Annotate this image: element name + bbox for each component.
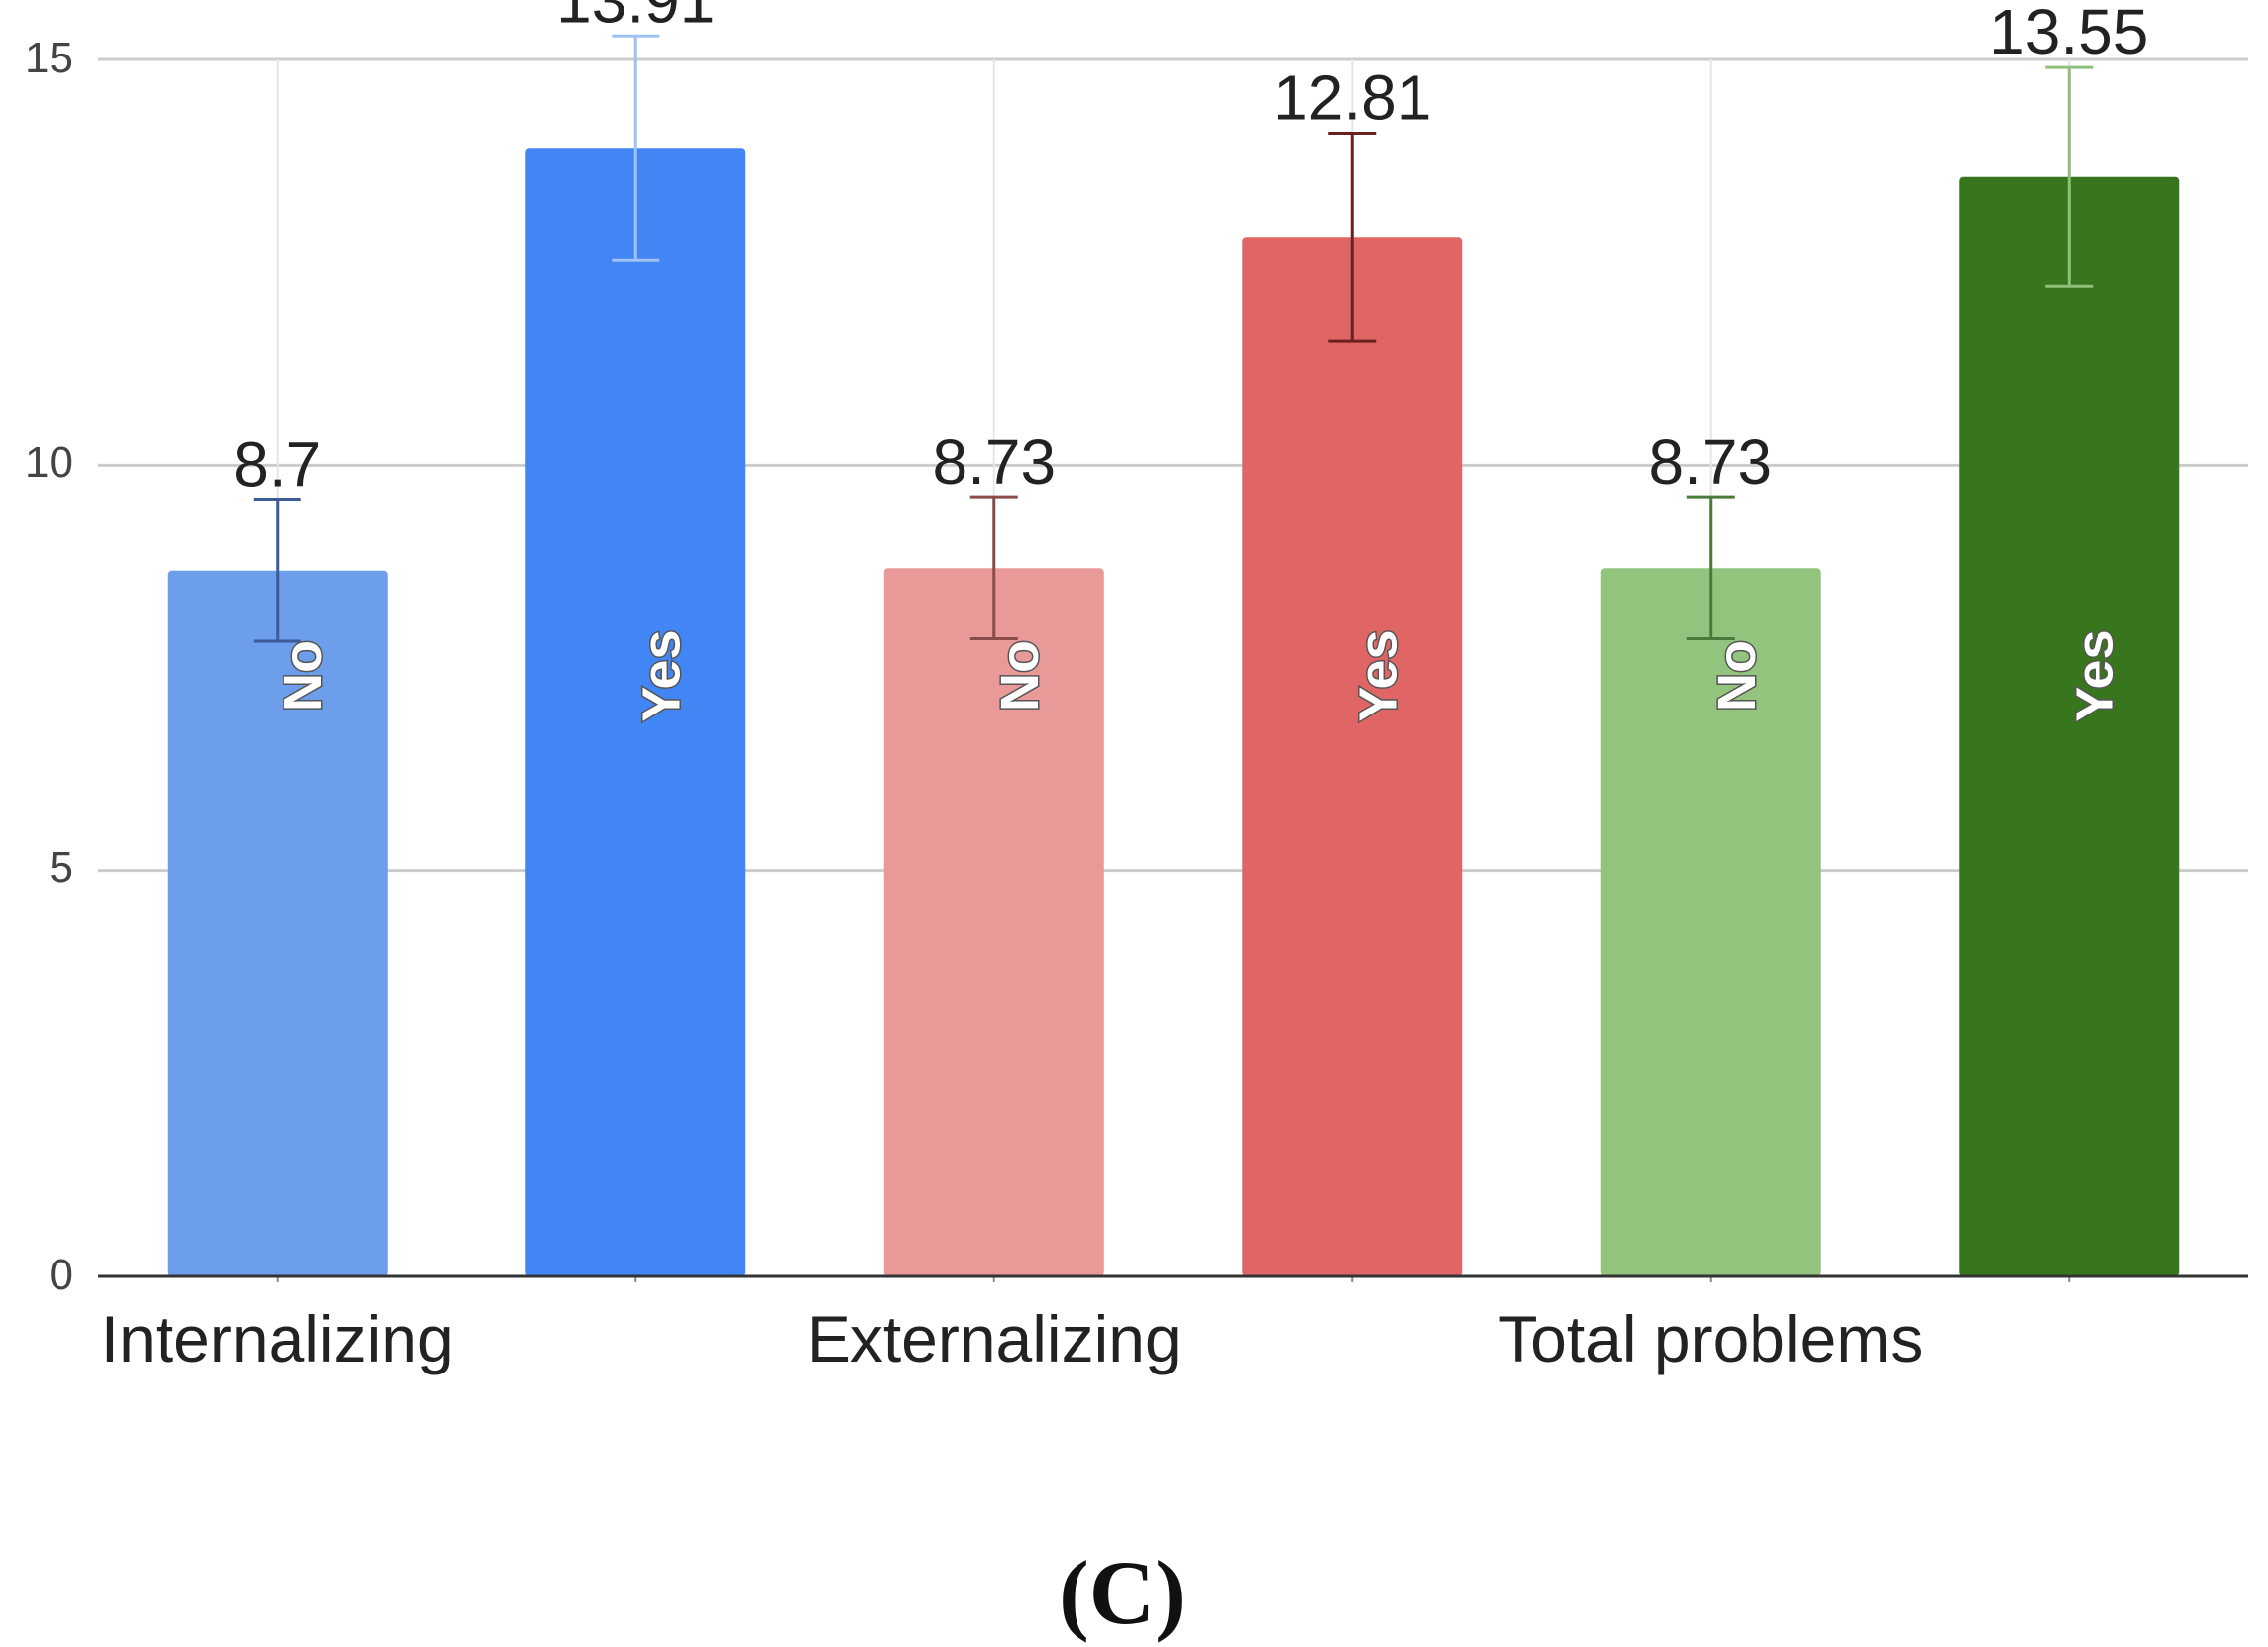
- bar-no: [883, 568, 1104, 1276]
- data-label: 13.91: [556, 0, 715, 36]
- bar-label: No: [274, 640, 333, 712]
- data-label: 13.55: [1989, 0, 2148, 67]
- y-axis: 0 5 10 15: [25, 34, 73, 1299]
- category-label-externalizing: Externalizing: [807, 1302, 1182, 1375]
- category-label-internalizing: Internalizing: [101, 1302, 454, 1375]
- bar-label: Yes: [2065, 629, 2124, 721]
- bar-label: Yes: [1348, 629, 1408, 721]
- grid-lines: [98, 57, 2248, 1276]
- bar-label: No: [1707, 640, 1766, 712]
- bar-group: 8.73 No: [1600, 426, 1821, 1282]
- bar-group: 8.73 No: [883, 426, 1104, 1282]
- data-label: 8.73: [1648, 426, 1772, 497]
- y-tick-label: 15: [25, 34, 73, 82]
- bar-yes: [1242, 237, 1463, 1277]
- bar-no: [1600, 568, 1821, 1276]
- bar-yes: [1959, 176, 2180, 1276]
- y-tick-label: 5: [50, 843, 73, 892]
- bar-group: 12.81 Yes: [1242, 61, 1463, 1282]
- category-label-total-problems: Total problems: [1498, 1302, 1923, 1375]
- data-label: 8.7: [233, 429, 321, 500]
- bar-no: [167, 570, 388, 1276]
- data-label: 12.81: [1273, 61, 1431, 133]
- bar-yes: [525, 148, 746, 1277]
- y-tick-label: 10: [25, 438, 73, 487]
- bar-group: 8.7 No: [167, 429, 388, 1282]
- bars: 8.7 No 13.91 Yes 8.73 No 12.81 Yes 8.73 No 13.55 Ye…: [167, 0, 2180, 1282]
- bar-label: Yes: [631, 629, 691, 721]
- x-axis-labels: Internalizing Externalizing Total proble…: [101, 1302, 1924, 1375]
- bar-group: 13.55 Yes: [1959, 0, 2180, 1282]
- bar-group: 13.91 Yes: [525, 0, 746, 1282]
- data-label: 8.73: [932, 426, 1056, 497]
- panel-label: (C): [1059, 1542, 1186, 1643]
- bar-label: No: [990, 640, 1050, 712]
- y-tick-label: 0: [50, 1251, 73, 1299]
